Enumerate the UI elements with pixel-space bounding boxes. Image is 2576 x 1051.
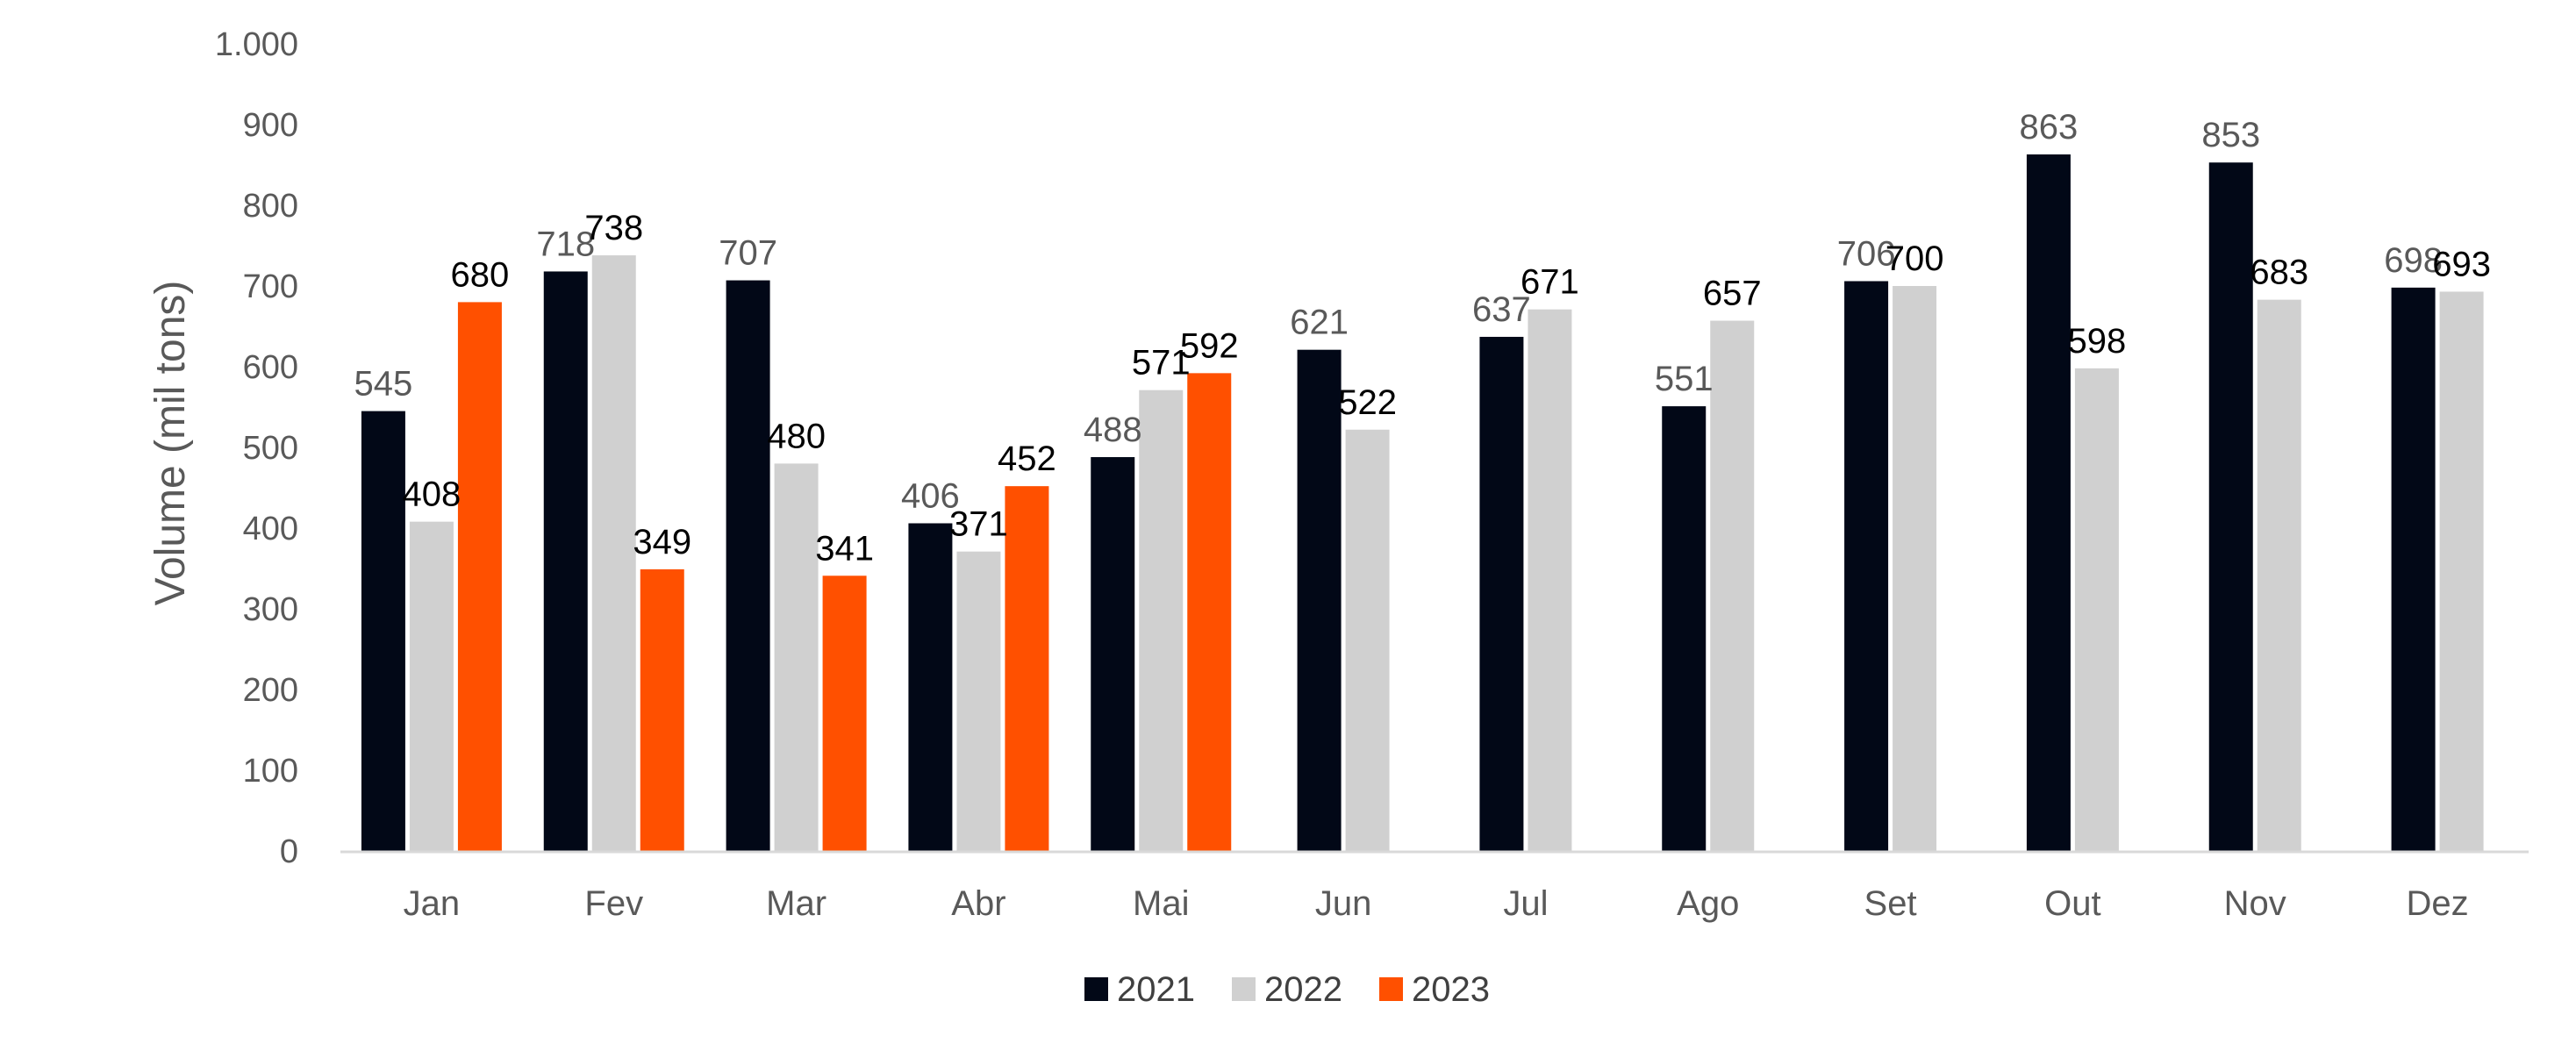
data-label-2022-jul: 671 [1521,263,1579,302]
data-label-2023-jan: 680 [451,255,510,294]
data-label-2021-ago: 551 [1655,360,1714,398]
bar-2022-abr [956,551,1001,851]
bar-2022-mar [774,463,819,851]
bar-2022-mai [1139,390,1184,851]
bar-2023-mai [1187,373,1232,851]
bar-2021-dez [2391,287,2436,852]
bar-2021-set [1844,281,1889,852]
bar-2022-jul [1528,309,1572,851]
bar-2021-mar [726,280,770,851]
data-label-2023-fev: 349 [633,523,691,561]
bar-2021-ago [1662,406,1707,851]
bar-2021-out [2026,154,2071,852]
data-label-2022-out: 598 [2068,322,2127,361]
bar-2021-jun [1297,349,1342,851]
y-tick-label: 1.000 [215,26,298,63]
bar-2021-mai [1091,457,1135,851]
bar-2022-jun [1345,429,1390,851]
data-label-2022-abr: 371 [949,505,1008,544]
data-label-2021-jan: 545 [354,365,413,404]
y-axis-title: Volume (mil tons) [147,281,194,606]
data-label-2022-nov: 683 [2250,254,2308,292]
legend-label-2023: 2023 [1412,970,1490,1009]
bar-2021-jan [361,411,405,851]
x-axis-categories: Jan Fev Mar Abr Mai Jun Jul Ago Set Out Nov Dez [404,884,2469,923]
y-tick-label: 400 [243,511,298,547]
x-category-label: Set [1864,884,1917,923]
data-label-2021-jul: 637 [1472,290,1531,329]
y-tick-label: 500 [243,430,298,467]
legend-swatch-2021 [1084,977,1108,1001]
data-label-2023-abr: 452 [998,440,1056,478]
legend-label-2021: 2021 [1117,970,1195,1009]
data-label-2021-nov: 853 [2201,116,2260,154]
bar-2022-nov [2257,299,2301,851]
y-tick-label: 700 [243,268,298,305]
y-tick-label: 200 [243,672,298,709]
x-category-label: Out [2044,884,2100,923]
x-category-label: Ago [1677,884,1739,923]
data-label-2022-jan: 408 [403,475,462,514]
x-category-label: Jun [1315,884,1372,923]
legend-label-2022: 2022 [1264,970,1342,1009]
data-label-2021-mar: 707 [719,234,777,273]
x-category-label: Fev [584,884,643,923]
bar-2023-mar [822,576,867,851]
bar-2022-ago [1710,320,1755,851]
bar-2021-nov [2208,162,2253,852]
y-tick-label: 0 [280,833,298,870]
legend-swatch-2023 [1379,977,1403,1001]
data-label-2021-mai: 488 [1084,411,1142,449]
x-category-label: Abr [951,884,1005,923]
bars-group [361,154,2484,852]
legend: 2021 2022 2023 [1084,970,1490,1009]
y-tick-label: 300 [243,591,298,628]
data-label-2023-mar: 341 [815,529,874,568]
bar-2021-jul [1479,336,1524,852]
data-label-2022-dez: 693 [2432,245,2491,283]
bar-2021-abr [908,523,953,851]
x-category-label: Mar [766,884,826,923]
bar-2023-abr [1005,486,1049,851]
data-label-2022-set: 700 [1885,240,1944,278]
bar-2021-fev [543,271,588,851]
y-tick-label: 100 [243,753,298,790]
data-label-2022-jun: 522 [1338,383,1397,422]
legend-swatch-2022 [1232,977,1256,1001]
bar-2023-jan [457,302,502,851]
bar-2022-fev [591,255,636,851]
data-label-2021-jun: 621 [1290,304,1349,342]
data-label-2021-set: 706 [1837,234,1896,273]
bar-2022-jan [409,521,454,851]
data-label-2022-ago: 657 [1703,275,1762,313]
x-category-label: Dez [2407,884,2469,923]
data-label-2022-fev: 738 [584,209,643,247]
data-label-2021-abr: 406 [901,476,960,515]
y-tick-label: 800 [243,188,298,225]
data-label-2021-out: 863 [2020,108,2079,147]
x-category-label: Mai [1133,884,1189,923]
bar-2022-set [1893,286,1937,851]
data-label-2021-fev: 718 [536,225,595,263]
bar-2023-fev [640,568,684,851]
x-category-label: Jul [1503,884,1548,923]
data-label-2021-dez: 698 [2384,241,2443,280]
data-label-2022-mar: 480 [767,417,826,455]
data-label-2023-mai: 592 [1180,326,1239,365]
bar-2022-dez [2439,291,2484,851]
x-category-label: Jan [404,884,461,923]
y-axis-ticks: 0 100 200 300 400 500 600 700 800 900 1.000 [215,26,298,870]
y-tick-label: 600 [243,349,298,386]
y-tick-label: 900 [243,107,298,144]
bar-2022-out [2074,368,2119,852]
data-label-2022-mai: 571 [1132,344,1191,383]
x-category-label: Nov [2224,884,2286,923]
